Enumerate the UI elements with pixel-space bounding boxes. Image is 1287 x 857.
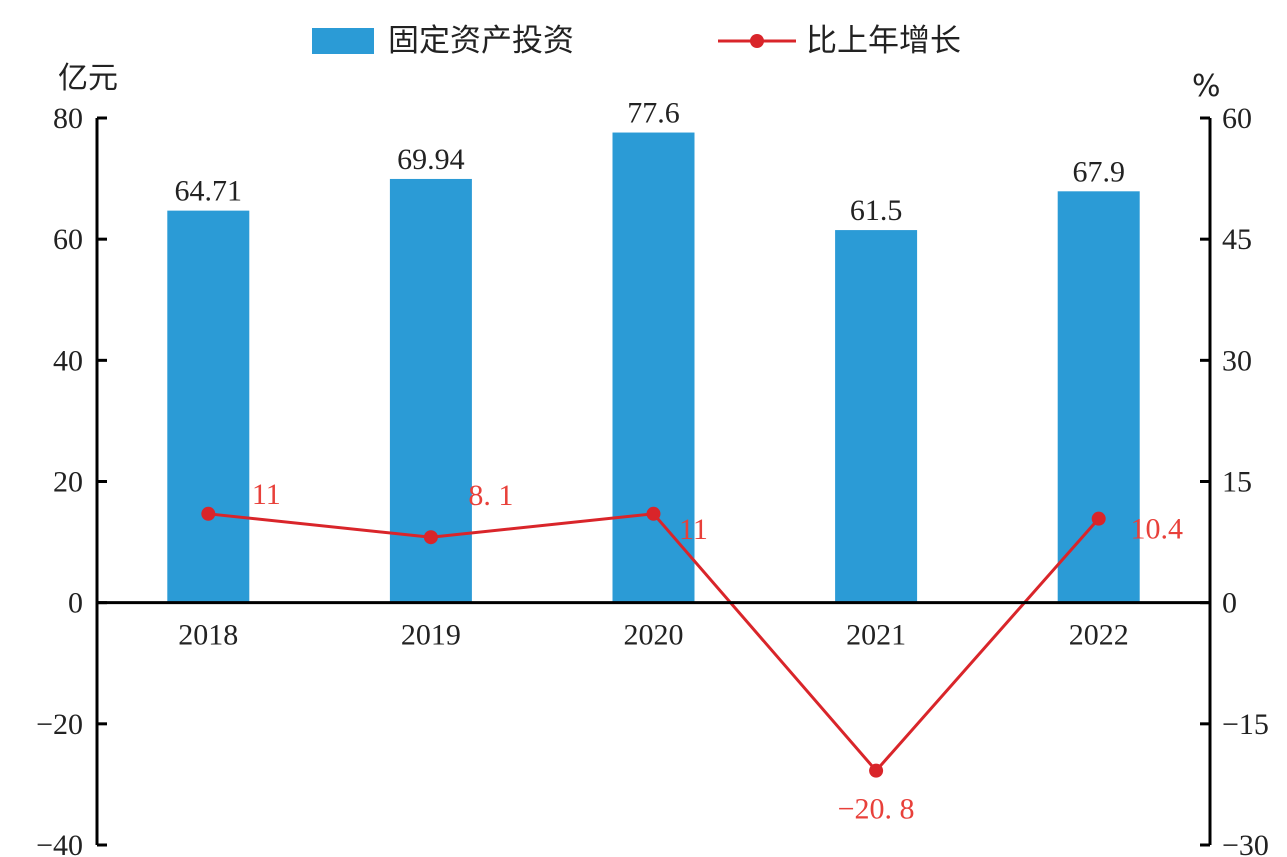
left-tick-label: 60	[53, 223, 83, 256]
legend: 固定资产投资 比上年增长	[312, 23, 961, 59]
right-tick-label: 0	[1222, 587, 1237, 620]
growth-point-2018	[201, 506, 216, 521]
left-axis-unit: 亿元	[58, 61, 118, 96]
right-tick-label: 45	[1222, 223, 1252, 256]
left-tick-label: 80	[53, 102, 83, 135]
bar-2018	[167, 210, 250, 603]
bar-value-label: 69.94	[397, 143, 465, 176]
growth-point-2022	[1091, 511, 1106, 526]
legend-bar-label: 固定资产投资	[388, 23, 574, 59]
x-tick-label: 2020	[624, 619, 684, 652]
growth-point-2020	[646, 506, 661, 521]
right-tick-label: 30	[1222, 344, 1252, 377]
right-tick-label: 60	[1222, 102, 1252, 135]
growth-value-label: 11	[679, 513, 708, 546]
axes: 80 60 40 20 0 −20 −40 60 45 30 15 0 −15 −30	[36, 102, 1269, 857]
x-tick-label: 2019	[401, 619, 461, 652]
right-tick-label: −30	[1222, 829, 1269, 857]
bar-value-label: 64.71	[175, 175, 243, 208]
legend-line-label: 比上年增长	[806, 23, 961, 59]
right-tick-label: −15	[1222, 708, 1269, 741]
right-axis-unit: %	[1192, 69, 1221, 104]
left-tick-label: −40	[36, 829, 83, 857]
bar-2022	[1057, 191, 1140, 603]
growth-point-2021	[869, 763, 884, 778]
bar-2021	[835, 230, 918, 603]
growth-value-label: 11	[252, 478, 281, 511]
bar-value-label: 67.9	[1072, 155, 1125, 188]
growth-value-label: 8. 1	[468, 479, 513, 512]
growth-point-2019	[423, 530, 438, 545]
data-labels: 2018 2019 2020 2021 2022 64.71 69.94 77.6 61.5 67…	[175, 97, 1183, 826]
left-tick-label: 0	[68, 587, 83, 620]
x-tick-label: 2022	[1069, 619, 1129, 652]
bars	[167, 132, 1140, 603]
growth-value-label: 10.4	[1130, 513, 1183, 546]
left-tick-label: 40	[53, 344, 83, 377]
right-tick-label: 15	[1222, 466, 1252, 499]
legend-bar-swatch	[312, 28, 374, 54]
bar-value-label: 61.5	[850, 194, 903, 227]
x-tick-label: 2018	[178, 619, 238, 652]
bar-2020	[612, 132, 695, 603]
line-series	[201, 506, 1106, 778]
growth-value-label: −20. 8	[838, 793, 915, 826]
legend-line-marker	[750, 34, 764, 48]
bar-value-label: 77.6	[627, 97, 680, 130]
x-tick-label: 2021	[846, 619, 906, 652]
left-tick-label: 20	[53, 466, 83, 499]
left-tick-label: −20	[36, 708, 83, 741]
